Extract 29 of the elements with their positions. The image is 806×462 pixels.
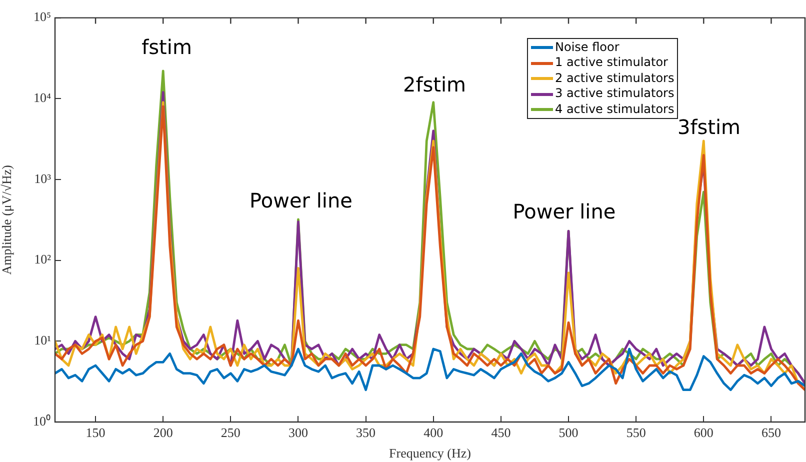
y-tick-label: 10¹	[34, 332, 52, 348]
x-tick-label: 350	[356, 425, 376, 440]
x-tick-label: 150	[86, 425, 106, 440]
annotation: 3fstim	[677, 114, 741, 139]
annotation: Power line	[512, 200, 616, 224]
y-tick-label: 10⁰	[33, 413, 51, 428]
y-tick-label: 10²	[34, 252, 52, 267]
x-tick-label: 250	[220, 425, 240, 440]
x-tick-label: 200	[153, 425, 173, 440]
annotation: fstim	[142, 35, 192, 60]
annotation: Power line	[250, 188, 352, 213]
y-tick-label: 10⁵	[33, 9, 51, 24]
legend-label: 3 active stimulators	[555, 86, 674, 102]
legend-label: 4 active stimulators	[555, 102, 674, 118]
annotation: 2fstim	[402, 72, 466, 97]
legend-label: 2 active stimulators	[555, 70, 674, 86]
x-tick-label: 600	[694, 425, 714, 440]
x-tick-label: 500	[558, 425, 578, 440]
legend-label: 1 active stimulator	[555, 55, 668, 71]
legend-label: Noise floor	[555, 40, 620, 56]
x-tick-label: 300	[288, 425, 308, 440]
x-tick-label: 450	[491, 425, 511, 440]
y-tick-label: 10³	[34, 170, 52, 186]
x-tick-label: 650	[761, 425, 781, 440]
x-tick-label: 550	[626, 425, 646, 440]
x-axis-title: Frequency (Hz)	[389, 446, 471, 461]
y-axis-title: Amplitude (μV/√Hz)	[0, 165, 14, 275]
x-tick-label: 400	[424, 425, 444, 440]
y-tick-label: 10⁴	[33, 90, 52, 106]
